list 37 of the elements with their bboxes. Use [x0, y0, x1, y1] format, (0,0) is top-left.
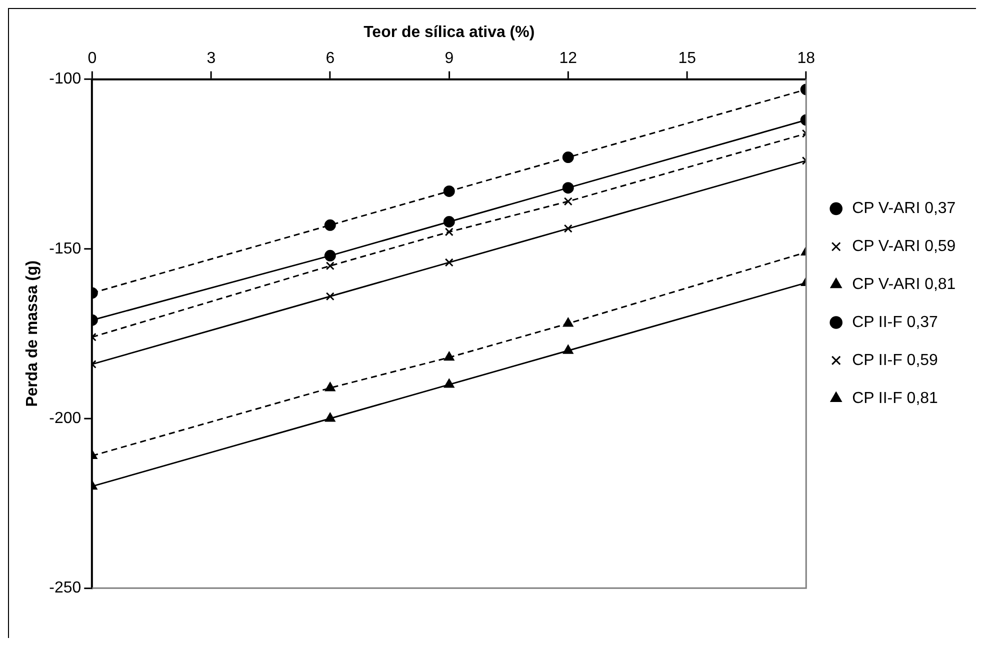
point: [324, 219, 336, 231]
x-tick-label: 3: [206, 50, 216, 68]
x-tick-label: 15: [678, 50, 696, 68]
point: [444, 258, 454, 267]
y-tick-label: -200: [49, 410, 82, 427]
x-axis-title: Teor de sílica ativa (%): [364, 24, 535, 41]
point: [564, 224, 572, 233]
legend-label: CP V-ARI 0,81: [852, 276, 956, 293]
y-tick-label: -100: [49, 70, 82, 88]
point: [325, 382, 336, 392]
point: [326, 262, 334, 270]
point: [325, 412, 336, 422]
point: [443, 185, 455, 197]
y-tick-label: -250: [49, 579, 82, 596]
point: [562, 152, 574, 164]
point: [324, 250, 336, 262]
point: [562, 182, 574, 194]
legend-label: CP V-ARI 0,59: [852, 238, 956, 256]
legend-label: CP II-F 0,81: [852, 390, 938, 407]
point: [563, 344, 574, 354]
point: [444, 378, 454, 388]
x-tick-label: 0: [88, 50, 97, 68]
y-axis-title: Perda de massa (g): [24, 260, 41, 407]
legend-label: CP II-F 0,37: [852, 314, 938, 331]
point: [564, 197, 572, 206]
point: [444, 352, 454, 361]
y-tick-label: -150: [49, 240, 82, 258]
point: [444, 228, 454, 236]
point: [326, 292, 334, 301]
legend-label: CP II-F 0,59: [852, 352, 938, 369]
point: [443, 216, 455, 228]
x-tick-label: 6: [326, 50, 335, 68]
x-tick-label: 18: [797, 50, 816, 68]
x-tick-label: 12: [559, 50, 578, 68]
legend-label: CP V-ARI 0,37: [852, 200, 956, 218]
point: [563, 318, 574, 327]
x-tick-label: 9: [444, 50, 454, 68]
